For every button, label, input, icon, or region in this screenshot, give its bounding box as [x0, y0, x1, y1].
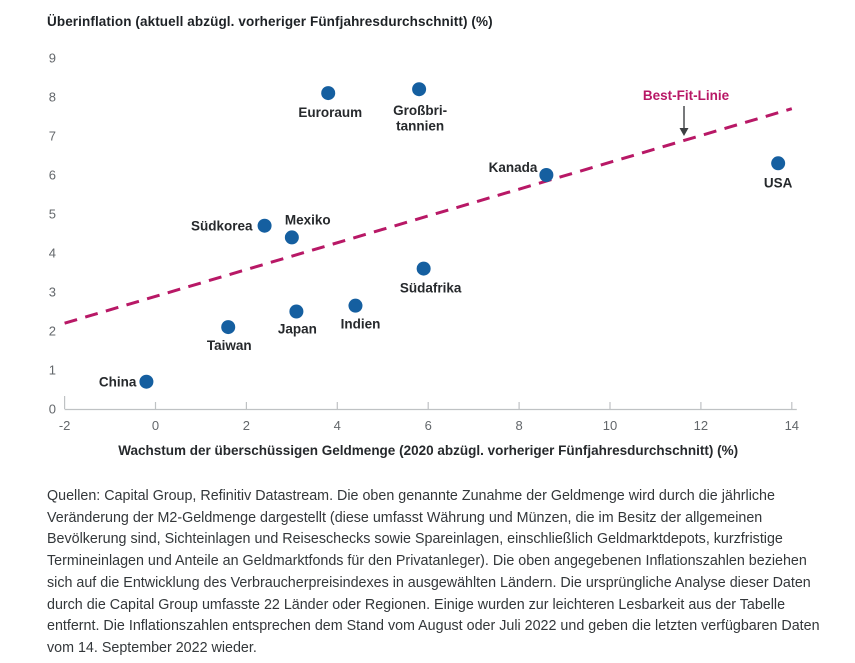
y-tick-label: 4 — [49, 246, 56, 261]
y-tick-label: 7 — [49, 129, 56, 144]
y-tick-label: 8 — [49, 90, 56, 105]
data-point-kanada — [539, 168, 554, 182]
y-tick-label: 5 — [49, 207, 56, 222]
data-point-japan — [289, 304, 304, 319]
data-point-label-mexiko: Mexiko — [285, 212, 331, 227]
x-tick-label: 2 — [243, 418, 250, 433]
x-tick-label: -2 — [59, 418, 71, 433]
chart-title: Überinflation (aktuell abzügl. vorherige… — [47, 14, 493, 29]
data-point-usa — [771, 156, 786, 171]
source-footnote: Quellen: Capital Group, Refinitiv Datast… — [47, 488, 820, 656]
x-axis-title: Wachstum der überschüssigen Geldmenge (2… — [118, 443, 738, 458]
x-tick-label: 14 — [785, 418, 799, 433]
data-point-label-indien: Indien — [341, 317, 381, 332]
x-tick-label: 0 — [152, 418, 159, 433]
x-tick-label: 4 — [334, 418, 341, 433]
x-tick-label: 8 — [515, 418, 522, 433]
data-point-label-kanada: Kanada — [489, 160, 538, 175]
data-point-label-euroraum: Euroraum — [298, 105, 362, 120]
data-point-taiwan — [221, 320, 236, 335]
data-point-euroraum — [321, 86, 336, 101]
annotation-arrow-head — [679, 128, 689, 136]
y-tick-label: 0 — [49, 402, 56, 417]
y-tick-label: 3 — [49, 285, 56, 300]
data-point-label-china: China — [99, 375, 137, 390]
data-point-label-sdkorea: Südkorea — [191, 219, 253, 234]
x-tick-label: 6 — [425, 418, 432, 433]
data-point-mexiko — [284, 230, 299, 245]
data-point-label-japan: Japan — [278, 322, 317, 337]
data-point-label-usa: USA — [764, 175, 793, 190]
data-point-china — [139, 374, 154, 389]
data-point-indien — [348, 298, 363, 313]
data-point-grobritannien — [412, 82, 427, 97]
x-tick-label: 12 — [694, 418, 708, 433]
y-tick-label: 6 — [49, 168, 56, 183]
data-point-sdafrika — [416, 261, 431, 276]
data-point-label-taiwan: Taiwan — [207, 338, 252, 353]
best-fit-line-label: Best-Fit-Linie — [643, 88, 730, 103]
y-tick-label: 1 — [49, 363, 56, 378]
y-tick-label: 2 — [49, 324, 56, 339]
data-point-label-grobritannien: Großbri-tannien — [393, 103, 447, 134]
y-tick-label: 9 — [49, 51, 56, 66]
data-point-sdkorea — [257, 218, 272, 233]
x-tick-label: 10 — [603, 418, 617, 433]
data-point-label-sdafrika: Südafrika — [400, 281, 462, 296]
best-fit-line — [64, 107, 793, 325]
